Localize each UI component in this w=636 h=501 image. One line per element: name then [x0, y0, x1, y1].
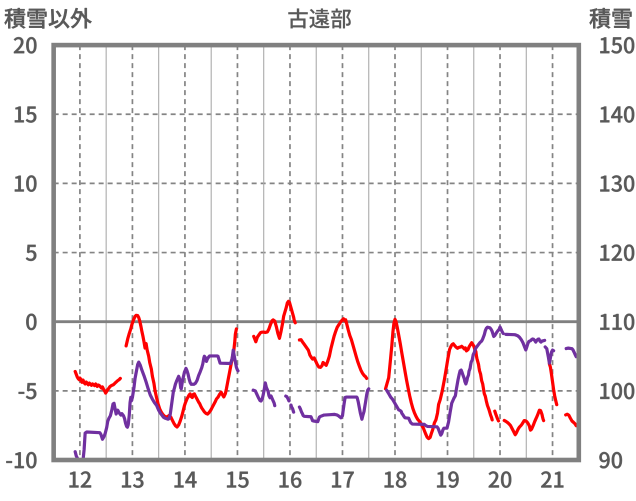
right-tick-label [600, 313, 635, 331]
series-red [73, 299, 578, 441]
right-tick-label [600, 36, 635, 54]
left-tick-label [18, 382, 37, 400]
right-tick-label [599, 451, 623, 469]
series-segment [493, 409, 501, 423]
series-segment [547, 362, 559, 407]
series-segment [124, 313, 238, 429]
left-tick-label [25, 244, 37, 262]
left-tick-label [14, 106, 37, 123]
left-tick-label [13, 36, 37, 54]
right-tick-label [600, 382, 635, 400]
x-tick-label [540, 471, 564, 488]
series [73, 299, 578, 462]
x-tick-label [69, 471, 92, 488]
x-tick-label [174, 471, 197, 488]
axis-labels [4, 7, 635, 489]
right-tick-label [600, 244, 635, 262]
series-segment [297, 387, 371, 424]
right-tick-label [600, 106, 635, 123]
series-purple [73, 325, 578, 462]
series-segment [564, 412, 578, 428]
right-tick-label [600, 175, 635, 193]
x-tick-label [331, 471, 354, 488]
x-tick-label [279, 471, 302, 489]
series-segment [252, 299, 297, 344]
x-tick-label [384, 471, 407, 489]
series-segment [284, 394, 291, 403]
left-tick-label [14, 175, 37, 193]
series-segment [543, 345, 556, 365]
series-segment [297, 317, 369, 380]
x-tick-label [226, 471, 249, 489]
plot-border [51, 42, 582, 463]
left-tick-label [26, 313, 37, 331]
series-segment [383, 317, 494, 441]
left-axis-title [4, 7, 93, 29]
right-axis-title [589, 7, 632, 29]
series-segment [502, 408, 546, 437]
chart-title [288, 8, 352, 29]
x-tick-label [488, 471, 512, 489]
series-segment [289, 403, 296, 414]
left-tick-label [6, 451, 37, 469]
series-segment [385, 325, 505, 437]
series-segment [73, 369, 122, 395]
series-segment [504, 332, 547, 352]
series-segment [73, 348, 240, 462]
x-tick-label [121, 471, 144, 489]
series-segment [251, 381, 277, 408]
series-segment [564, 346, 578, 359]
x-tick-label [436, 471, 459, 489]
